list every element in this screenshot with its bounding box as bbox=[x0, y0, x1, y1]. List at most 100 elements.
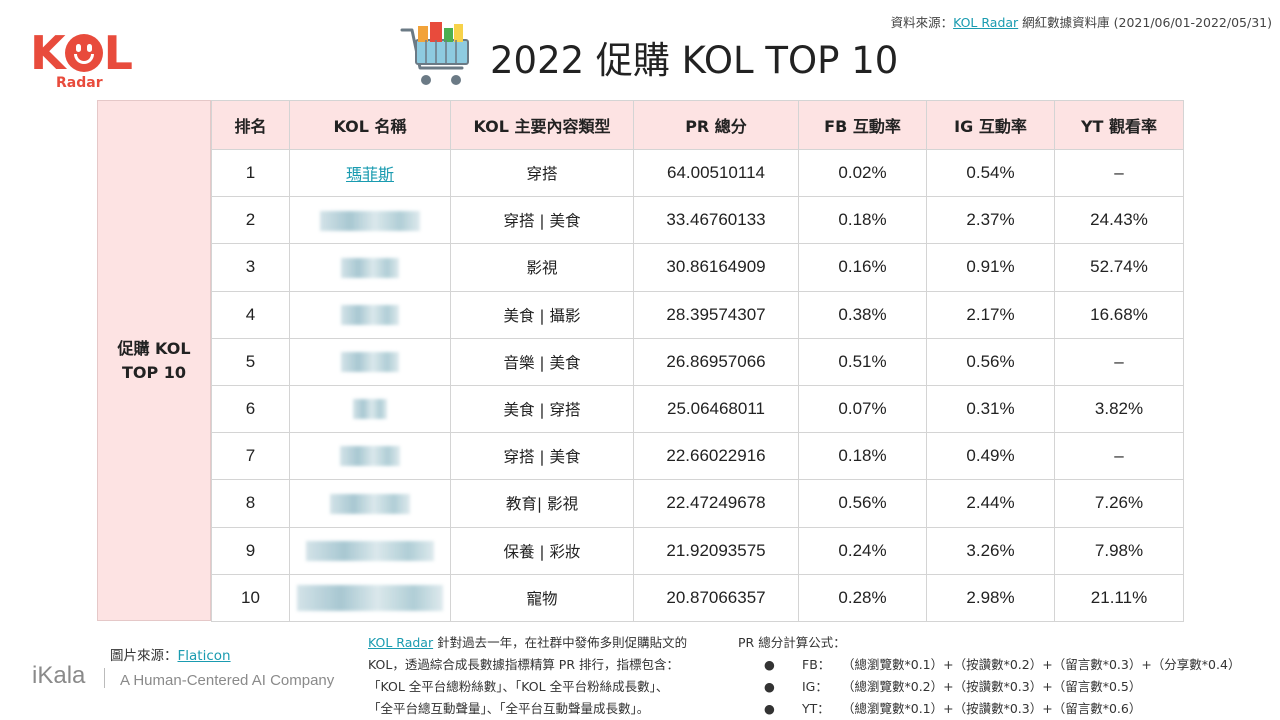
blurred-name bbox=[306, 540, 434, 561]
pr-formula: PR 總分計算公式： ● FB： （總瀏覽數*0.1）+（按讚數*0.2）+（留… bbox=[738, 632, 1273, 720]
header-ig-rate: IG 互動率 bbox=[926, 100, 1055, 150]
pr-score-cell: 64.00510114 bbox=[633, 148, 799, 198]
header-yt-rate: YT 觀看率 bbox=[1054, 100, 1184, 150]
fb-rate-cell: 0.18% bbox=[798, 196, 927, 245]
rank-cell: 10 bbox=[211, 573, 290, 622]
table-row: 8 教育| 影視 22.47249678 0.56% 2.44% 7.26% bbox=[211, 479, 1184, 528]
rank-cell: 2 bbox=[211, 196, 290, 245]
kol-name-cell bbox=[289, 384, 451, 434]
kol-name-cell: 瑪菲斯 bbox=[289, 148, 451, 198]
flaticon-link[interactable]: Flaticon bbox=[177, 648, 231, 664]
formula-key: YT： bbox=[802, 701, 830, 716]
blurred-name bbox=[320, 210, 420, 231]
fb-rate-cell: 0.16% bbox=[798, 243, 927, 292]
ikala-logo: iKala bbox=[32, 662, 86, 689]
rank-cell: 4 bbox=[211, 290, 290, 339]
kol-name-link[interactable]: 瑪菲斯 bbox=[345, 165, 394, 185]
header-rank: 排名 bbox=[211, 100, 290, 150]
ig-rate-cell: 0.91% bbox=[926, 243, 1055, 292]
note-line1-text: 針對過去一年，在社群中發佈多則促購貼文的 bbox=[433, 635, 688, 650]
pr-score-cell: 21.92093575 bbox=[633, 526, 799, 575]
category-cell: 影視 bbox=[450, 243, 634, 292]
fb-rate-cell: 0.56% bbox=[798, 479, 927, 528]
kol-radar-link[interactable]: KOL Radar bbox=[953, 15, 1019, 30]
bullet-icon: ● bbox=[764, 701, 775, 716]
rank-cell: 9 bbox=[211, 526, 290, 575]
category-cell: 美食 | 攝影 bbox=[450, 290, 634, 339]
rank-cell: 1 bbox=[211, 148, 290, 198]
fb-rate-cell: 0.18% bbox=[798, 432, 927, 481]
kol-name-cell bbox=[289, 243, 451, 292]
ig-rate-cell: 2.37% bbox=[926, 196, 1055, 245]
blurred-name bbox=[353, 399, 387, 420]
bullet-icon: ● bbox=[764, 657, 775, 672]
pr-score-cell: 30.86164909 bbox=[633, 243, 799, 292]
kol-name-cell bbox=[289, 479, 451, 528]
formula-item-ig: ● IG： （總瀏覽數*0.2）+（按讚數*0.3）+（留言數*0.5） bbox=[738, 676, 1273, 698]
ig-rate-cell: 2.98% bbox=[926, 573, 1055, 622]
fb-rate-cell: 0.38% bbox=[798, 290, 927, 339]
header-fb-rate: FB 互動率 bbox=[798, 100, 927, 150]
ranking-table: 排名 KOL 名稱 KOL 主要內容類型 PR 總分 FB 互動率 IG 互動率… bbox=[211, 100, 1184, 622]
kol-name-cell bbox=[289, 337, 451, 386]
formula-key: IG： bbox=[802, 679, 828, 694]
ig-rate-cell: 0.31% bbox=[926, 384, 1055, 434]
rank-cell: 7 bbox=[211, 432, 290, 481]
pr-score-cell: 22.47249678 bbox=[633, 479, 799, 528]
rank-cell: 6 bbox=[211, 384, 290, 434]
image-source: 圖片來源：Flaticon bbox=[110, 644, 231, 664]
formula-expr: （總瀏覽數*0.1）+（按讚數*0.3）+（留言數*0.6） bbox=[842, 701, 1142, 716]
smiley-face-icon bbox=[64, 34, 103, 72]
formula-item-fb: ● FB： （總瀏覽數*0.1）+（按讚數*0.2）+（留言數*0.3）+（分享… bbox=[738, 654, 1273, 676]
category-cell: 保養 | 彩妝 bbox=[450, 526, 634, 575]
blurred-name bbox=[341, 352, 399, 373]
note-kol-radar-link[interactable]: KOL Radar bbox=[368, 635, 434, 650]
data-source: 資料來源：KOL Radar 網紅數據資料庫 (2021/06/01-2022/… bbox=[891, 12, 1272, 31]
yt-rate-cell: 24.43% bbox=[1054, 196, 1184, 245]
side-label-line2: TOP 10 bbox=[121, 362, 187, 382]
table-row: 1 瑪菲斯 穿搭 64.00510114 0.02% 0.54% – bbox=[211, 148, 1184, 198]
side-label: 促購 KOL TOP 10 bbox=[97, 100, 211, 621]
ig-rate-cell: 2.44% bbox=[926, 479, 1055, 528]
shopping-cart-icon bbox=[400, 22, 469, 85]
fb-rate-cell: 0.07% bbox=[798, 384, 927, 434]
category-cell: 穿搭 | 美食 bbox=[450, 432, 634, 481]
header-pr-score: PR 總分 bbox=[633, 100, 799, 150]
yt-rate-cell: 52.74% bbox=[1054, 243, 1184, 292]
table-row: 4 美食 | 攝影 28.39574307 0.38% 2.17% 16.68% bbox=[211, 290, 1184, 339]
pr-score-cell: 28.39574307 bbox=[633, 290, 799, 339]
data-source-prefix: 資料來源： bbox=[890, 15, 954, 30]
table-header-row: 排名 KOL 名稱 KOL 主要內容類型 PR 總分 FB 互動率 IG 互動率… bbox=[211, 100, 1184, 150]
formula-heading: PR 總分計算公式： bbox=[738, 635, 846, 650]
kol-name-cell bbox=[289, 573, 451, 622]
blurred-name bbox=[340, 446, 400, 467]
formula-expr: （總瀏覽數*0.1）+（按讚數*0.2）+（留言數*0.3）+（分享數*0.4） bbox=[842, 657, 1241, 672]
ig-rate-cell: 0.54% bbox=[926, 148, 1055, 198]
category-cell: 教育| 影視 bbox=[450, 479, 634, 528]
category-cell: 寵物 bbox=[450, 573, 634, 622]
yt-rate-cell: 7.26% bbox=[1054, 479, 1184, 528]
logo-subtitle: Radar bbox=[56, 75, 103, 91]
category-cell: 音樂 | 美食 bbox=[450, 337, 634, 386]
pr-score-cell: 22.66022916 bbox=[633, 432, 799, 481]
formula-key: FB： bbox=[802, 657, 831, 672]
data-source-suffix: 網紅數據資料庫 (2021/06/01-2022/05/31) bbox=[1018, 15, 1272, 30]
ikala-tagline: A Human-Centered AI Company bbox=[120, 672, 335, 689]
blurred-name bbox=[297, 584, 443, 611]
yt-rate-cell: 7.98% bbox=[1054, 526, 1184, 575]
category-cell: 美食 | 穿搭 bbox=[450, 384, 634, 434]
yt-rate-cell: – bbox=[1054, 337, 1184, 386]
blurred-name bbox=[330, 493, 410, 514]
table-row: 9 保養 | 彩妝 21.92093575 0.24% 3.26% 7.98% bbox=[211, 526, 1184, 575]
note-line3: 「KOL 全平台總粉絲數」、「KOL 全平台粉絲成長數」、 bbox=[368, 679, 669, 694]
bullet-icon: ● bbox=[764, 679, 775, 694]
kol-name-cell bbox=[289, 290, 451, 339]
kol-name-cell bbox=[289, 196, 451, 245]
kol-name-cell bbox=[289, 432, 451, 481]
rank-cell: 3 bbox=[211, 243, 290, 292]
table-row: 3 影視 30.86164909 0.16% 0.91% 52.74% bbox=[211, 243, 1184, 292]
table-row: 6 美食 | 穿搭 25.06468011 0.07% 0.31% 3.82% bbox=[211, 384, 1184, 434]
table-row: 7 穿搭 | 美食 22.66022916 0.18% 0.49% – bbox=[211, 432, 1184, 481]
methodology-note: KOL Radar 針對過去一年，在社群中發佈多則促購貼文的 KOL，透過綜合成… bbox=[368, 632, 738, 720]
